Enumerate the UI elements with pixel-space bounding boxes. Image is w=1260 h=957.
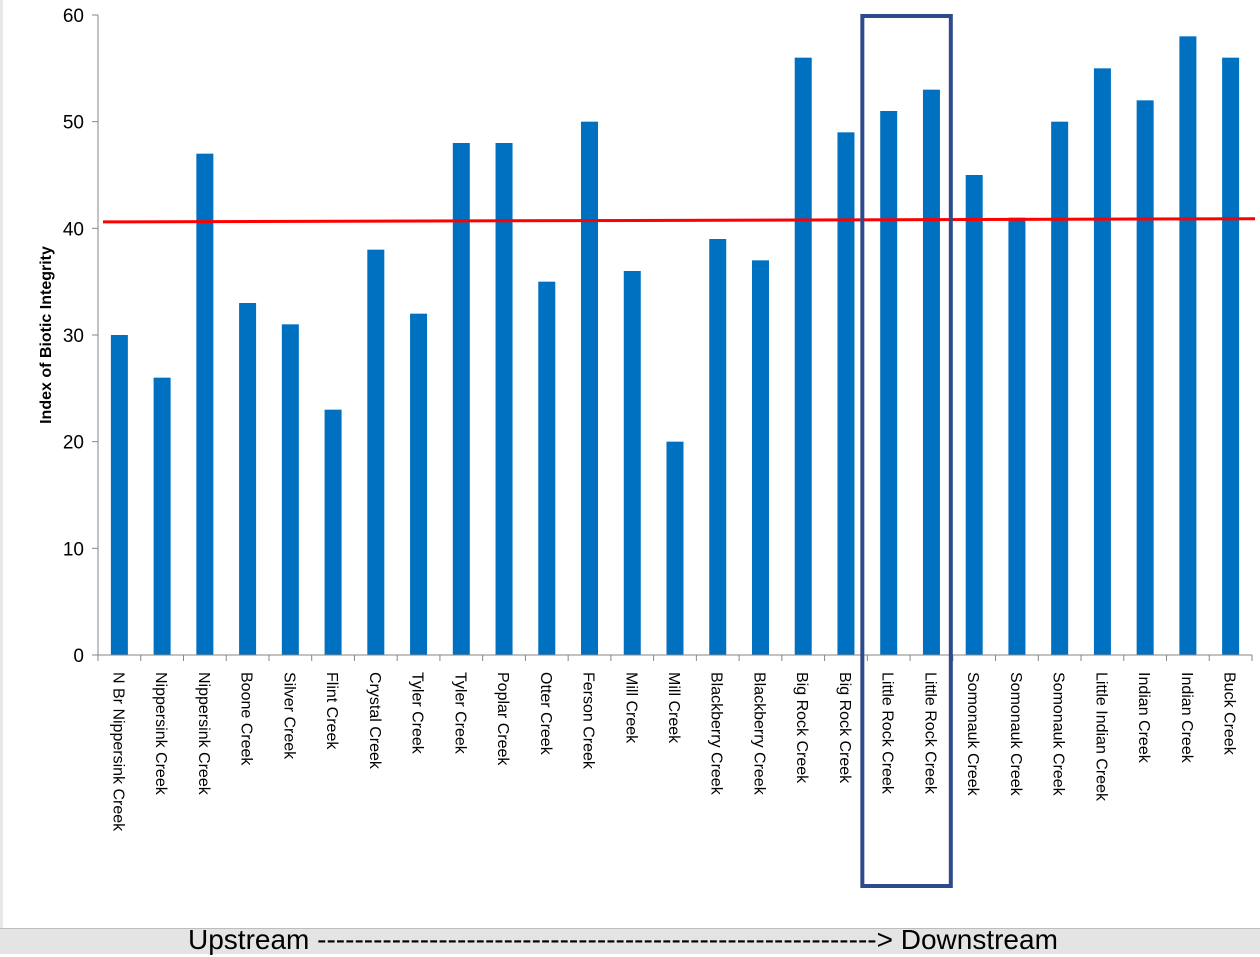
bar bbox=[367, 249, 385, 655]
bar bbox=[110, 335, 128, 655]
bar-chart: 0 10 20 30 40 50 60 N Br Nippersink Creek Nippe… bbox=[38, 6, 1256, 888]
x-category-label: Blackberry Creek bbox=[750, 672, 767, 796]
y-tick-label: 10 bbox=[63, 539, 84, 560]
y-axis-title: Index of Biotic Integrity bbox=[38, 246, 55, 424]
x-category-label: Somonauk Creek bbox=[1007, 672, 1024, 797]
bar bbox=[324, 409, 342, 655]
x-category-label: Little Indian Creek bbox=[1092, 672, 1109, 802]
bar bbox=[1222, 57, 1240, 655]
x-category-label: N Br Nippersink Creek bbox=[109, 672, 126, 832]
x-axis-direction-label: Upstream -------------------------------… bbox=[188, 924, 1058, 955]
highlight-group bbox=[860, 14, 953, 888]
reference-line bbox=[102, 217, 1256, 224]
bar bbox=[495, 143, 513, 655]
bar bbox=[1136, 100, 1154, 656]
x-category-label: Indian Creek bbox=[1178, 672, 1195, 764]
y-tick-label: 0 bbox=[73, 646, 84, 667]
x-category-label: Otter Creek bbox=[537, 672, 554, 756]
x-category-label: Somonauk Creek bbox=[1050, 672, 1067, 797]
x-category-label: Silver Creek bbox=[280, 672, 297, 760]
bar bbox=[581, 121, 599, 655]
x-category-label: Crystal Creek bbox=[366, 672, 383, 770]
bars bbox=[110, 36, 1240, 656]
x-category-label: Flint Creek bbox=[323, 672, 340, 750]
x-category-label: Big Rock Creek bbox=[836, 672, 853, 784]
bar bbox=[751, 260, 769, 655]
chart-area: 0 10 20 30 40 50 60 N Br Nippersink Creek Nippe… bbox=[0, 0, 1256, 930]
bar bbox=[794, 57, 812, 655]
x-category-label: Tyler Creek bbox=[409, 672, 426, 755]
x-category-label: Buck Creek bbox=[1221, 672, 1238, 756]
highlight-box bbox=[860, 14, 953, 888]
bar bbox=[1051, 121, 1069, 655]
y-tick-label: 30 bbox=[63, 326, 84, 347]
x-category-label: Boone Creek bbox=[238, 672, 255, 766]
x-category-label: Nippersink Creek bbox=[152, 672, 169, 796]
bar bbox=[1008, 217, 1026, 655]
bar bbox=[153, 377, 171, 655]
y-tick-label: 40 bbox=[63, 219, 84, 240]
x-category-label: Indian Creek bbox=[1135, 672, 1152, 764]
x-category-label: Mill Creek bbox=[622, 672, 639, 744]
bar bbox=[922, 89, 940, 655]
bar bbox=[1093, 68, 1111, 656]
x-category-label: Nippersink Creek bbox=[195, 672, 212, 796]
reference-line-group bbox=[102, 217, 1256, 224]
y-axis: 0 10 20 30 40 50 60 bbox=[63, 6, 99, 667]
bar bbox=[410, 313, 428, 655]
x-category-label: Little Rock Creek bbox=[879, 672, 896, 795]
bar bbox=[709, 239, 727, 655]
x-category-label: Little Rock Creek bbox=[921, 672, 938, 795]
x-category-label: Mill Creek bbox=[665, 672, 682, 744]
y-tick-label: 60 bbox=[63, 6, 84, 27]
x-category-label: Tyler Creek bbox=[451, 672, 468, 755]
y-tick-label: 20 bbox=[63, 433, 84, 454]
x-category-label: Ferson Creek bbox=[580, 672, 597, 770]
bar bbox=[538, 281, 556, 655]
bar bbox=[239, 303, 257, 655]
bar bbox=[837, 132, 855, 656]
left-edge-strip bbox=[0, 0, 3, 930]
bar bbox=[281, 324, 299, 655]
bar bbox=[880, 111, 898, 655]
bar bbox=[196, 153, 214, 655]
bar bbox=[623, 271, 641, 655]
bar bbox=[666, 441, 684, 655]
x-category-label: Somonauk Creek bbox=[964, 672, 981, 797]
bar bbox=[1179, 36, 1197, 656]
y-tick-label: 50 bbox=[63, 113, 84, 134]
bar bbox=[452, 143, 470, 655]
x-category-label: Poplar Creek bbox=[494, 672, 511, 766]
x-category-label: Blackberry Creek bbox=[708, 672, 725, 796]
footer-bar: Upstream -------------------------------… bbox=[0, 924, 1260, 955]
x-category-label: Big Rock Creek bbox=[793, 672, 810, 784]
bar bbox=[965, 175, 983, 655]
x-axis: N Br Nippersink Creek Nippersink Creek Nip… bbox=[97, 654, 1253, 832]
